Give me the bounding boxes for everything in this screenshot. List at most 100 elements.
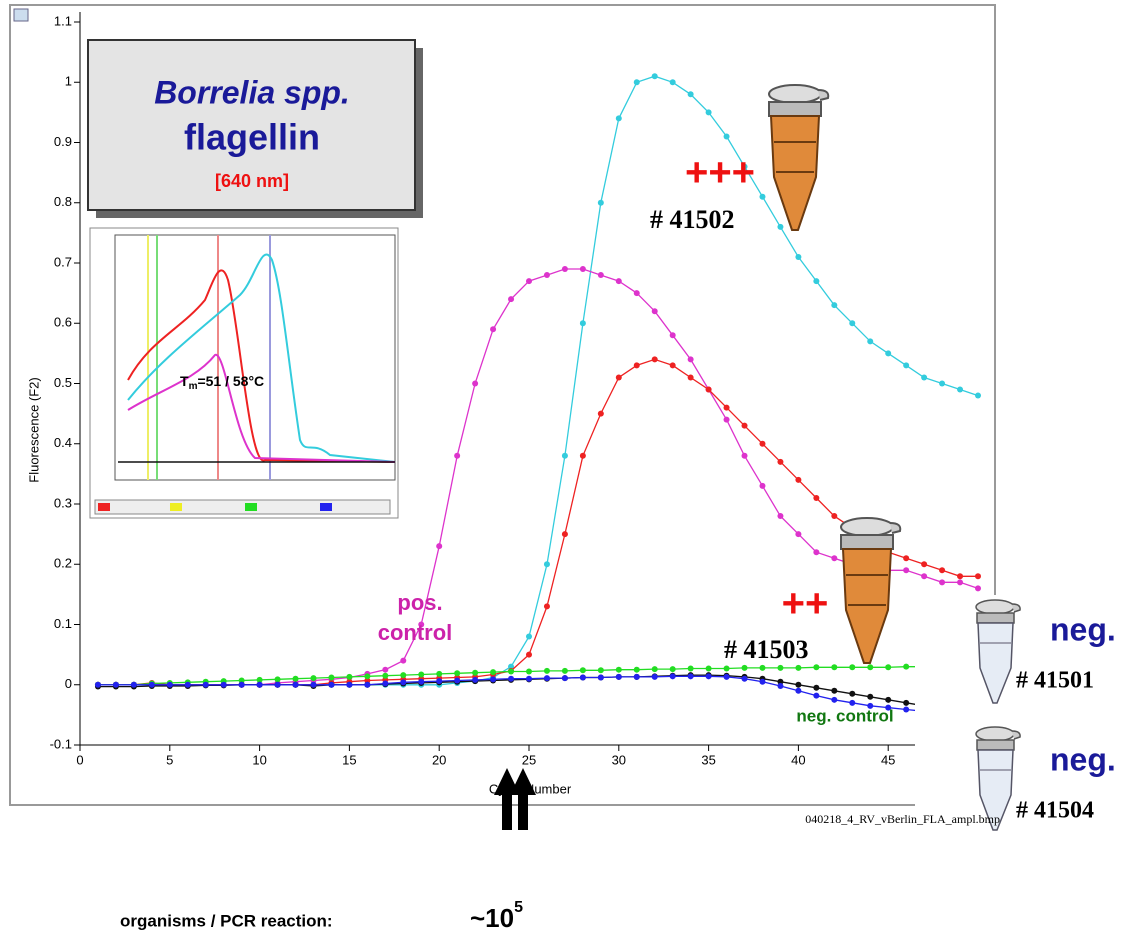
data-point [580,320,586,326]
data-point [346,682,352,688]
data-point [706,665,712,671]
data-point [616,667,622,673]
data-point [831,688,837,694]
data-point [903,700,909,706]
data-point [670,673,676,679]
annotation-pos: pos. [397,590,442,615]
y-axis-title: Fluorescence (F2) [26,377,41,482]
annotation-41504: # 41504 [1016,798,1094,824]
data-point [921,374,927,380]
data-point [813,278,819,284]
data-point [634,667,640,673]
data-point [508,296,514,302]
data-point [490,326,496,332]
data-point [436,543,442,549]
data-point [454,670,460,676]
data-point [706,673,712,679]
data-point [652,73,658,79]
data-point [777,683,783,689]
data-point [688,91,694,97]
data-point [598,675,604,681]
data-point [795,682,801,688]
data-point [957,573,963,579]
data-point [616,278,622,284]
data-point [795,665,801,671]
data-point [436,671,442,677]
y-tick-label: -0.1 [50,736,72,751]
data-point [508,668,514,674]
data-point [436,678,442,684]
data-point [903,664,909,670]
data-point [364,682,370,688]
data-point [562,675,568,681]
data-point [580,667,586,673]
data-point [634,79,640,85]
data-point [742,453,748,459]
data-point [544,603,550,609]
data-point [813,664,819,670]
data-point [831,513,837,519]
data-point [652,674,658,680]
amount-base: ~10 [470,903,514,933]
x-tick-label: 35 [701,752,715,767]
data-point [688,374,694,380]
data-point [562,668,568,674]
y-tick-label: 0.4 [54,435,72,450]
data-point [903,706,909,712]
y-tick-label: 1.1 [54,13,72,28]
data-point [472,381,478,387]
data-point [957,579,963,585]
x-tick-label: 15 [342,752,356,767]
annotation-41501: # 41501 [1016,668,1094,694]
x-tick-label: 10 [252,752,266,767]
data-point [903,567,909,573]
data-point [885,664,891,670]
data-point [634,362,640,368]
data-point [598,667,604,673]
data-point [544,272,550,278]
data-point [328,682,334,688]
data-point [867,694,873,700]
data-point [149,682,155,688]
data-point [670,79,676,85]
data-point [849,700,855,706]
data-point [921,573,927,579]
data-point [759,483,765,489]
data-point [939,381,945,387]
data-point [777,513,783,519]
data-point [598,272,604,278]
data-point [688,356,694,362]
data-point [598,411,604,417]
tm-sub: m [189,381,198,392]
data-point [526,676,532,682]
data-point [795,477,801,483]
data-point [616,374,622,380]
y-tick-label: 0.7 [54,254,72,269]
data-point [562,453,568,459]
y-tick-label: 0 [65,676,72,691]
data-point [490,676,496,682]
x-tick-label: 30 [612,752,626,767]
data-point [131,682,137,688]
data-point [580,266,586,272]
data-point [382,681,388,687]
data-point [418,679,424,685]
data-point [957,387,963,393]
x-tick-label: 20 [432,752,446,767]
data-point [221,682,227,688]
data-point [939,567,945,573]
data-point [454,453,460,459]
data-point [346,674,352,680]
data-point [382,673,388,679]
data-point [742,676,748,682]
data-point [257,682,263,688]
data-point [598,200,604,206]
tm-value: =51 / 58°C [197,373,264,389]
data-point [562,531,568,537]
data-point [742,423,748,429]
data-point [975,585,981,591]
data-point [275,676,281,682]
data-point [472,677,478,683]
y-tick-label: 0.5 [54,375,72,390]
y-tick-label: 0.8 [54,194,72,209]
